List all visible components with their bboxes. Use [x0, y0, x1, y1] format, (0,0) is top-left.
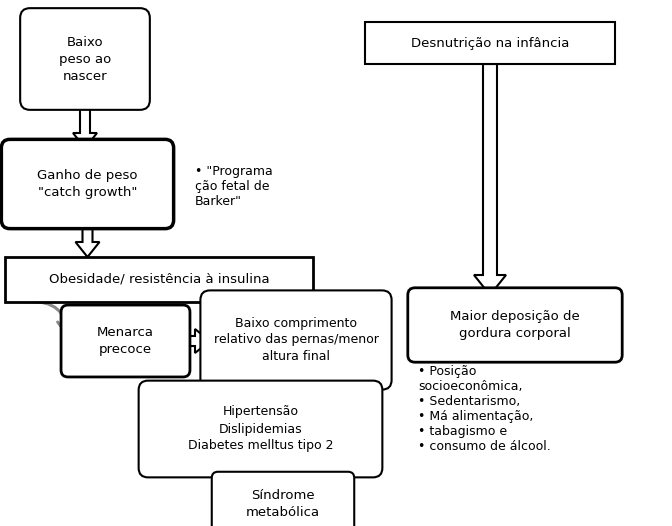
- Text: • Posição
socioeconômica,
• Sedentarismo,
• Má alimentação,
• tabagismo e
• cons: • Posição socioeconômica, • Sedentarismo…: [418, 365, 551, 453]
- FancyBboxPatch shape: [212, 472, 354, 526]
- Polygon shape: [183, 329, 210, 353]
- Polygon shape: [73, 100, 97, 148]
- Polygon shape: [474, 64, 506, 295]
- Text: Menarca
precoce: Menarca precoce: [97, 326, 154, 356]
- FancyArrowPatch shape: [356, 369, 374, 386]
- Text: • "Programa
ção fetal de
Barker": • "Programa ção fetal de Barker": [195, 165, 273, 208]
- FancyBboxPatch shape: [408, 288, 622, 362]
- Bar: [365, 22, 615, 64]
- Text: Síndrome
metabólica: Síndrome metabólica: [246, 489, 320, 519]
- Text: Maior deposição de
gordura corporal: Maior deposição de gordura corporal: [450, 310, 580, 340]
- Bar: [5, 257, 313, 302]
- Text: Baixo
peso ao
nascer: Baixo peso ao nascer: [59, 35, 111, 83]
- Text: Desnutrição na infância: Desnutrição na infância: [411, 36, 569, 49]
- Text: Obesidade/ resistência à insulina: Obesidade/ resistência à insulina: [48, 273, 269, 286]
- FancyBboxPatch shape: [61, 305, 190, 377]
- FancyBboxPatch shape: [1, 139, 173, 229]
- Polygon shape: [75, 220, 99, 257]
- Text: Baixo comprimento
relativo das pernas/menor
altura final: Baixo comprimento relativo das pernas/me…: [214, 317, 378, 363]
- Text: Ganho de peso
"catch growth": Ganho de peso "catch growth": [37, 169, 138, 199]
- FancyBboxPatch shape: [200, 290, 392, 390]
- FancyArrowPatch shape: [28, 301, 77, 336]
- Polygon shape: [249, 463, 273, 478]
- Text: Hipertensão
Dislipidemias
Diabetes melltus tipo 2: Hipertensão Dislipidemias Diabetes mellt…: [187, 406, 333, 452]
- FancyBboxPatch shape: [20, 8, 150, 110]
- FancyBboxPatch shape: [138, 381, 382, 478]
